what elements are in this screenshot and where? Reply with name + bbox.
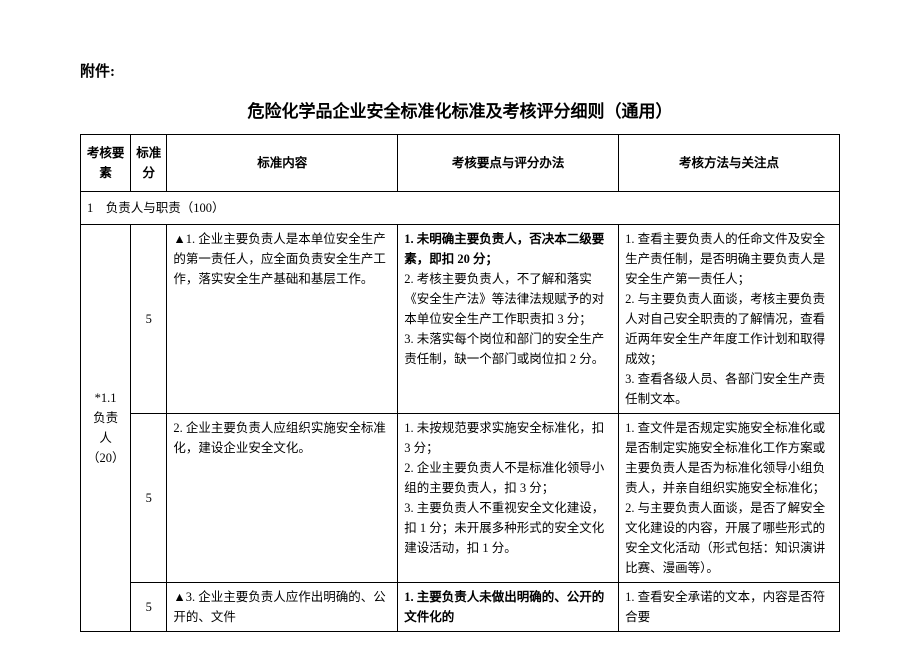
section-row: 1 负责人与职责（100） <box>81 192 840 225</box>
scoring-table: 考核要素 标准分 标准内容 考核要点与评分办法 考核方法与关注点 1 负责人与职… <box>80 134 840 632</box>
points-cell: 1. 主要负责人未做出明确的、公开的文件化的 <box>398 583 619 632</box>
method-cell: 1. 查看主要负责人的任命文件及安全生产责任制，是否明确主要负责人是安全生产第一… <box>619 225 840 414</box>
table-row: 5 2. 企业主要负责人应组织实施安全标准化，建设企业安全文化。 1. 未按规范… <box>81 414 840 583</box>
group-label-cell: *1.1 负责人 （20） <box>81 225 131 632</box>
score-cell: 5 <box>131 225 167 414</box>
table-row: 5 ▲3. 企业主要负责人应作出明确的、公开的、文件 1. 主要负责人未做出明确… <box>81 583 840 632</box>
attachment-label: 附件: <box>80 60 840 81</box>
score-cell: 5 <box>131 583 167 632</box>
points-cell: 1. 未按规范要求实施安全标准化，扣 3 分； 2. 企业主要负责人不是标准化领… <box>398 414 619 583</box>
method-cell: 1. 查看安全承诺的文本，内容是否符合要 <box>619 583 840 632</box>
points-bold: 1. 未明确主要负责人，否决本二级要素，即扣 20 分； <box>404 232 604 266</box>
header-content: 标准内容 <box>167 135 398 192</box>
header-score: 标准分 <box>131 135 167 192</box>
header-element: 考核要素 <box>81 135 131 192</box>
content-cell: 2. 企业主要负责人应组织实施安全标准化，建设企业安全文化。 <box>167 414 398 583</box>
document-title: 危险化学品企业安全标准化标准及考核评分细则（通用） <box>80 97 840 122</box>
section-label: 1 负责人与职责（100） <box>81 192 840 225</box>
points-cell: 1. 未明确主要负责人，否决本二级要素，即扣 20 分； 2. 考核主要负责人，… <box>398 225 619 414</box>
score-cell: 5 <box>131 414 167 583</box>
header-points: 考核要点与评分办法 <box>398 135 619 192</box>
table-row: *1.1 负责人 （20） 5 ▲1. 企业主要负责人是本单位安全生产的第一责任… <box>81 225 840 414</box>
points-bold: 1. 主要负责人未做出明确的、公开的文件化的 <box>404 590 604 624</box>
method-cell: 1. 查文件是否规定实施安全标准化或是否制定实施安全标准化工作方案或主要负责人是… <box>619 414 840 583</box>
table-header-row: 考核要素 标准分 标准内容 考核要点与评分办法 考核方法与关注点 <box>81 135 840 192</box>
content-cell: ▲3. 企业主要负责人应作出明确的、公开的、文件 <box>167 583 398 632</box>
header-method: 考核方法与关注点 <box>619 135 840 192</box>
points-rest: 2. 考核主要负责人，不了解和落实《安全生产法》等法律法规赋予的对本单位安全生产… <box>404 272 604 366</box>
content-cell: ▲1. 企业主要负责人是本单位安全生产的第一责任人，应全面负责安全生产工作，落实… <box>167 225 398 414</box>
